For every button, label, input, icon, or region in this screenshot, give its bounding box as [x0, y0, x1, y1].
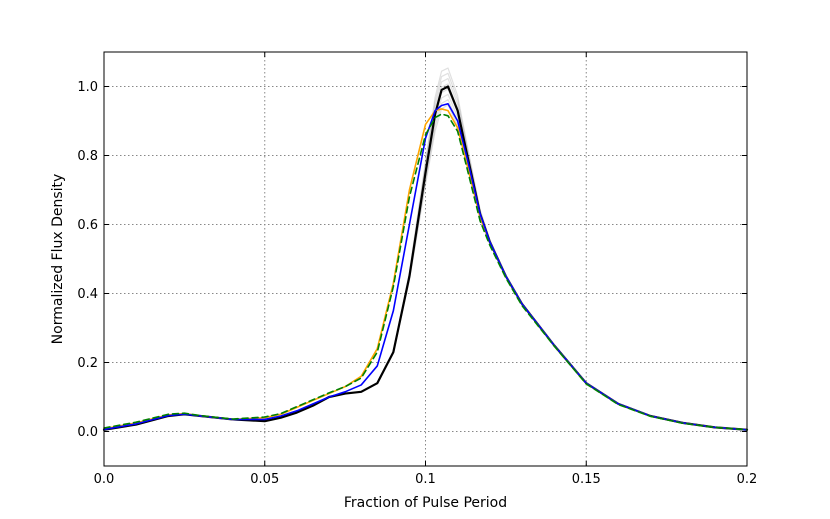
x-tick-label: 0.2 [737, 472, 758, 487]
x-tick-label: 0.0 [94, 472, 115, 487]
y-tick-label: 0.2 [77, 356, 98, 371]
green-dashed-profile-line [103, 113, 748, 431]
x-tick-label: 0.1 [415, 472, 436, 487]
y-tick-label: 1.0 [77, 80, 98, 95]
y-tick-label: 0.0 [77, 425, 98, 440]
grid-lines [104, 52, 747, 466]
x-tick-label: 0.05 [250, 472, 279, 487]
y-tick-label: 0.4 [77, 287, 98, 302]
y-axis-label: Normalized Flux Density [50, 174, 66, 345]
series-lines [102, 85, 749, 431]
axis-ticks: 0.0 0.05 0.1 0.15 0.2 0.0 0.2 0.4 0.6 0.8 1.0 [77, 52, 757, 487]
y-tick-label: 0.6 [77, 218, 98, 233]
y-tick-label: 0.8 [77, 149, 98, 164]
x-axis-label: Fraction of Pulse Period [344, 495, 507, 511]
plot-frame [103, 51, 748, 467]
x-tick-label: 0.15 [572, 472, 601, 487]
